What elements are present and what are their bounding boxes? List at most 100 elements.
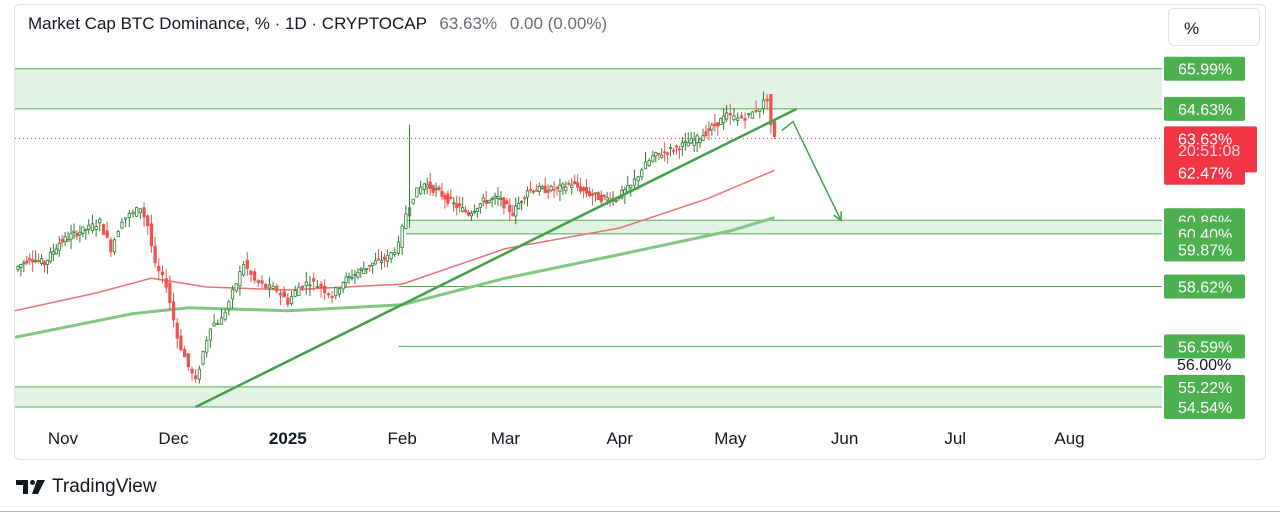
candle-body — [208, 328, 213, 341]
x-tick-label: Dec — [158, 429, 189, 448]
candle-body — [431, 185, 435, 193]
candle-body — [347, 275, 351, 278]
projection-arrow — [781, 120, 842, 221]
candle-body — [579, 186, 583, 192]
candle-body — [90, 223, 95, 232]
candle-body — [449, 196, 453, 199]
candle-body — [629, 184, 633, 188]
candle-body — [201, 351, 205, 365]
countdown-label: 20:51:08 — [1178, 143, 1240, 160]
candle-body — [112, 239, 117, 253]
candle-body — [75, 233, 79, 237]
candle-body — [227, 301, 231, 310]
candle-body — [249, 270, 253, 275]
candle-body — [368, 264, 372, 267]
candle-body — [561, 183, 565, 188]
candle-body — [596, 192, 600, 201]
candle-body — [16, 266, 20, 270]
candle-body — [549, 186, 553, 191]
price-label: 56.00% — [1177, 357, 1231, 374]
candle-body — [599, 194, 603, 203]
x-tick-label: Feb — [387, 429, 416, 448]
candle-body — [223, 311, 227, 320]
support-trendline — [195, 107, 798, 409]
candle-body — [722, 115, 726, 124]
candle-body — [683, 140, 687, 144]
candle-body — [593, 192, 597, 195]
candle-body — [385, 254, 389, 262]
candle-body — [396, 241, 401, 254]
candle-body — [418, 186, 423, 194]
candle-body — [48, 251, 52, 262]
candle-body — [440, 190, 444, 197]
candle-body — [443, 195, 447, 200]
candle-body — [197, 368, 201, 380]
candle-body — [537, 185, 541, 192]
candle-body — [330, 295, 334, 299]
candle-body — [382, 256, 387, 260]
x-tick-label: 2025 — [269, 429, 307, 448]
candle-body — [341, 282, 345, 290]
candle-body — [626, 185, 630, 192]
candle-body — [379, 260, 384, 263]
candle-body — [434, 188, 438, 191]
candle-body — [253, 271, 257, 281]
candle-body — [286, 297, 290, 305]
candle-body — [710, 124, 714, 130]
candle-body — [660, 154, 664, 158]
candle-body — [72, 230, 76, 233]
candle-body — [437, 186, 441, 190]
percent-scale-button[interactable]: % — [1168, 8, 1260, 46]
candle-body — [66, 238, 70, 242]
candle-body — [84, 229, 88, 231]
price-label: 63.63% — [1178, 131, 1232, 148]
candle-body — [411, 198, 415, 204]
candle-body — [747, 113, 751, 115]
candle-body — [212, 322, 216, 327]
candle-body — [455, 203, 459, 209]
candle-body — [707, 128, 711, 132]
candle-body — [543, 185, 547, 194]
candle-body — [359, 268, 363, 271]
candle-body — [183, 348, 187, 358]
candle-body — [686, 142, 690, 147]
candle-body — [736, 117, 740, 121]
candle-body — [739, 115, 743, 119]
candle-body — [179, 335, 183, 351]
candle-body — [278, 292, 283, 296]
x-tick-label: Jul — [944, 429, 966, 448]
candle-body — [758, 108, 762, 112]
price-tag — [1164, 160, 1245, 185]
x-tick-label: May — [714, 429, 747, 448]
price-chart[interactable]: Nov Dec 2025 Feb Mar Apr May Jun Jul Aug 65.99% 64.… — [0, 0, 1280, 460]
tradingview-icon — [16, 480, 45, 494]
candle-body — [643, 161, 648, 170]
candle-body — [245, 259, 249, 269]
candle-body — [312, 278, 316, 282]
candle-body — [769, 94, 773, 126]
candle-body — [481, 197, 485, 202]
candle-body — [602, 194, 606, 197]
candle-body — [124, 217, 128, 220]
candle-body — [362, 268, 366, 274]
candle-body — [772, 121, 777, 137]
candle-body — [446, 193, 450, 204]
candle-body — [334, 287, 338, 297]
candle-body — [680, 142, 684, 147]
bottom-divider — [0, 511, 1280, 512]
candle-body — [490, 198, 494, 200]
tradingview-logo[interactable]: TradingView — [16, 476, 157, 498]
candle-body — [39, 258, 44, 264]
candle-body — [271, 285, 275, 289]
candle-body — [393, 252, 397, 255]
candle-body — [484, 199, 488, 204]
price-label: 62.47% — [1178, 166, 1232, 183]
candle-body — [22, 262, 26, 265]
candle-body — [297, 286, 301, 297]
candle-body — [461, 207, 465, 212]
candle-body — [590, 193, 594, 196]
candle-body — [581, 187, 586, 191]
candle-body — [576, 182, 580, 188]
candle-body — [546, 189, 550, 193]
candle-body — [743, 117, 747, 121]
